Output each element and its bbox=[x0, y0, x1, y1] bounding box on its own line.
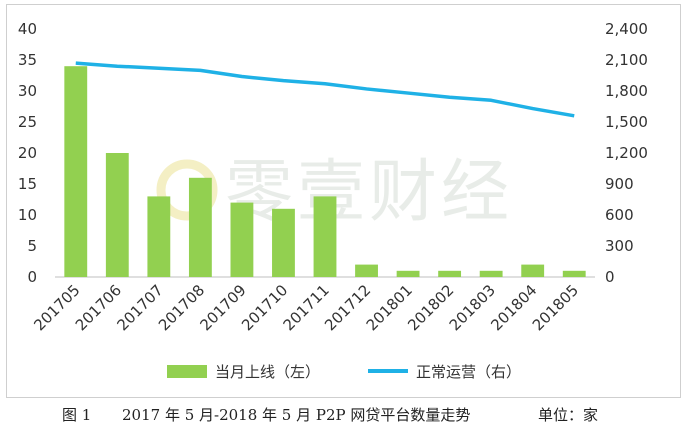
line-path bbox=[75, 61, 575, 118]
watermark-text: 零壹财经 bbox=[225, 153, 513, 232]
left-tick-label: 40 bbox=[18, 20, 37, 38]
left-tick-label: 35 bbox=[18, 51, 37, 69]
chart-svg: 零壹财经 0 5 10 15 20 25 30 35 40 0 300 600 900 1,200 1,5… bbox=[18, 20, 648, 381]
bar bbox=[272, 208, 295, 277]
left-tick-label: 10 bbox=[18, 206, 37, 224]
legend-line-label: 正常运营（右） bbox=[416, 363, 521, 381]
left-tick-label: 20 bbox=[18, 144, 37, 162]
right-axis: 0 300 600 900 1,200 1,500 1,800 2,100 2,400 bbox=[605, 20, 648, 286]
right-tick-label: 300 bbox=[605, 237, 634, 255]
right-tick-label: 2,100 bbox=[605, 51, 648, 69]
bar bbox=[230, 202, 254, 277]
line-series bbox=[75, 61, 575, 118]
left-axis: 0 5 10 15 20 25 30 35 40 bbox=[18, 20, 37, 286]
right-tick-label: 1,800 bbox=[605, 82, 648, 100]
caption-unit: 单位：家 bbox=[538, 406, 599, 424]
right-tick-label: 1,200 bbox=[605, 144, 648, 162]
bar bbox=[64, 66, 88, 277]
legend: 当月上线（左） 正常运营（右） bbox=[167, 363, 521, 381]
x-axis: 2017052017062017072017082017092017102017… bbox=[30, 281, 582, 334]
left-tick-label: 25 bbox=[18, 113, 37, 131]
bar bbox=[521, 264, 545, 277]
caption-figure-label: 图 1 bbox=[62, 406, 92, 424]
left-tick-label: 0 bbox=[27, 268, 37, 286]
bar bbox=[147, 196, 171, 277]
left-tick-label: 15 bbox=[18, 175, 37, 193]
legend-bar-swatch bbox=[167, 365, 207, 378]
bar bbox=[313, 196, 337, 277]
bar bbox=[105, 153, 129, 277]
legend-bar-label: 当月上线（左） bbox=[215, 363, 320, 381]
watermark: 零壹财经 bbox=[156, 153, 513, 232]
bar bbox=[188, 177, 212, 277]
bar bbox=[438, 270, 462, 277]
right-tick-label: 900 bbox=[605, 175, 634, 193]
x-tick-label: 201805 bbox=[529, 281, 582, 334]
left-tick-label: 5 bbox=[27, 237, 37, 255]
caption-title: 2017 年 5 月-2018 年 5 月 P2P 网贷平台数量走势 bbox=[122, 406, 471, 424]
right-tick-label: 1,500 bbox=[605, 113, 648, 131]
left-tick-label: 30 bbox=[18, 82, 37, 100]
right-tick-label: 2,400 bbox=[605, 20, 648, 38]
bar bbox=[479, 270, 503, 277]
right-tick-label: 600 bbox=[605, 206, 634, 224]
watermark-logo-icon bbox=[156, 159, 218, 221]
bar bbox=[562, 270, 586, 277]
bar-series bbox=[64, 66, 586, 277]
bar bbox=[396, 270, 420, 277]
right-tick-label: 0 bbox=[605, 268, 615, 286]
chart-frame: 零壹财经 0 5 10 15 20 25 30 35 40 0 300 600 900 1,200 1,5… bbox=[6, 4, 681, 398]
bar bbox=[355, 264, 378, 277]
